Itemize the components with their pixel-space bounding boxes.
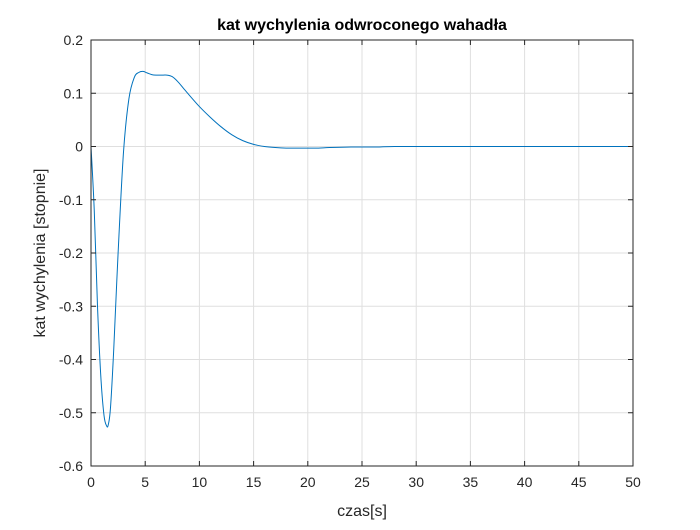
y-tick-label: -0.1 — [59, 192, 83, 208]
x-tick-label: 45 — [571, 474, 587, 490]
x-tick-label: 15 — [246, 474, 262, 490]
y-tick-label: -0.3 — [59, 298, 83, 314]
y-tick-label: -0.5 — [59, 405, 83, 421]
y-tick-label: -0.6 — [59, 458, 83, 474]
ticks — [90, 39, 634, 467]
y-tick-label: -0.2 — [59, 245, 83, 261]
x-tick-label: 35 — [463, 474, 479, 490]
x-tick-label: 0 — [87, 474, 95, 490]
y-tick-label: -0.4 — [59, 352, 83, 368]
y-tick-label: 0 — [75, 139, 83, 155]
x-axis-label: czas[s] — [337, 503, 387, 520]
y-tick-label: 0.1 — [64, 85, 84, 101]
series-line-0 — [90, 70, 633, 428]
x-tick-label: 50 — [625, 474, 641, 490]
x-tick-label: 40 — [517, 474, 533, 490]
x-tick-label: 30 — [408, 474, 424, 490]
x-tick-label: 10 — [192, 474, 208, 490]
y-axis-label: kat wychylenia [stopnie] — [32, 169, 49, 338]
series-layer — [90, 70, 633, 428]
y-tick-label: 0.2 — [64, 32, 84, 48]
tick-labels: 0 5 10 15 20 25 30 35 40 45 50 0.2 0.1 0 -0.1 -0.2 -0.3 -… — [59, 32, 641, 490]
x-tick-label: 5 — [141, 474, 149, 490]
x-tick-label: 20 — [300, 474, 316, 490]
x-tick-label: 25 — [354, 474, 370, 490]
chart-title: kat wychylenia odwroconego wahadła — [217, 17, 507, 34]
